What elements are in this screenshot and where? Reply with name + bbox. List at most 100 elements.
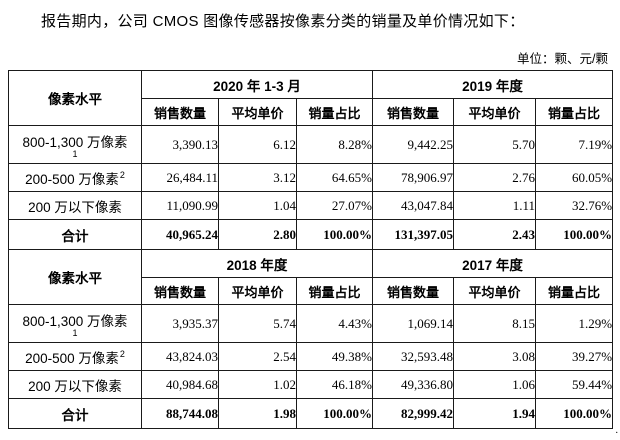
period-header-row: 像素水平 2020 年 1-3 月 2019 年度 [8, 70, 614, 126]
value-cell: 100.00% [295, 398, 374, 429]
row-label: 200 万以下像素 [28, 199, 122, 215]
value-cell: 3,935.37 [141, 304, 219, 343]
footnote-marker: 1 [72, 328, 78, 338]
period-header-row: 像素水平 2018 年度 2017 年度 [8, 249, 614, 305]
column-header-cell: 平均单价 [453, 98, 537, 126]
value-cell: 100.00% [295, 219, 374, 250]
period-header-cell: 2019 年度 [372, 70, 614, 99]
value-cell: 2.54 [218, 342, 297, 371]
value-cell: 3.12 [218, 163, 297, 192]
sensor-table-body: 像素水平 2020 年 1-3 月 2019 年度 销售数量 平均单价 销量占比 销售数量平… [8, 70, 614, 429]
unit-label: 单位：颗、元/颗 [517, 52, 608, 66]
row-label-cell: 200-500 万像素2 [8, 342, 142, 371]
value-cell: 1.11 [453, 191, 537, 220]
period-header-cell: 2017 年度 [372, 249, 614, 278]
value-cell: 2.76 [453, 163, 537, 192]
table-row: 800-1,300 万像素 1 3,935.37 5.74 4.43% 1,069.14 8… [8, 304, 614, 343]
value-cell: 8.28% [295, 125, 374, 164]
value-cell: 64.65% [295, 163, 374, 192]
column-header-cell: 销量占比 [295, 98, 374, 126]
row-label-cell: 800-1,300 万像素 1 [8, 125, 142, 164]
row-label-cell: 800-1,300 万像素 1 [8, 304, 142, 343]
column-header-cell: 销售数量 [141, 277, 219, 305]
row-label: 合计 [61, 228, 89, 244]
stray-mark: . [615, 425, 619, 436]
value-cell: 32.76% [535, 191, 614, 220]
value-cell: 1.98 [218, 398, 297, 429]
row-label: 200-500 万像素 [25, 171, 119, 187]
column-header-row: 销售数量 平均单价 销量占比 销售数量 平均单价 销量占比 [9, 98, 614, 126]
value-cell: 1.29% [535, 304, 614, 343]
table-row: 200 万以下像素 40,984.68 1.02 46.18% 49,336.80 1.0… [8, 370, 614, 399]
value-cell: 40,965.24 [141, 219, 219, 250]
value-cell: 1.06 [453, 370, 537, 399]
value-cell: 78,906.97 [372, 163, 455, 192]
row-label-cell: 合计 [8, 219, 142, 250]
table-row: 800-1,300 万像素 1 3,390.13 6.12 8.28% 9,442.25 5… [8, 125, 614, 164]
column-header-cell: 销量占比 [535, 277, 614, 305]
value-cell: 49,336.80 [372, 370, 455, 399]
value-cell: 11,090.99 [141, 191, 219, 220]
period-header-cell: 2018 年度 [140, 249, 374, 278]
table-row: 200-500 万像素2 26,484.11 3.12 64.65% 78,906.97… [8, 163, 614, 192]
value-cell: 27.07% [295, 191, 374, 220]
value-cell: 4.43% [295, 304, 374, 343]
row-label: 200-500 万像素 [25, 350, 119, 366]
row-label: 800-1,300 万像素 [22, 314, 128, 329]
column-header-cell: 平均单价 [218, 277, 297, 305]
value-cell: 1,069.14 [372, 304, 455, 343]
value-cell: 2.80 [218, 219, 297, 250]
value-cell: 1.02 [218, 370, 297, 399]
footnote-marker: 2 [119, 349, 125, 359]
value-cell: 82,999.42 [372, 398, 455, 429]
value-cell: 131,397.05 [372, 219, 455, 250]
corner-header-cell: 像素水平 [8, 70, 142, 126]
column-header-cell: 销售数量 [141, 98, 219, 126]
row-label-cell: 合计 [8, 398, 142, 429]
value-cell: 2.43 [453, 219, 537, 250]
value-cell: 49.38% [295, 342, 374, 371]
value-cell: 100.00% [535, 398, 614, 429]
table-row: 200-500 万像素2 43,824.03 2.54 49.38% 32,593.48… [8, 342, 614, 371]
value-cell: 5.70 [453, 125, 537, 164]
value-cell: 88,744.08 [141, 398, 219, 429]
column-header-cell: 销量占比 [295, 277, 374, 305]
footnote-marker: 1 [72, 149, 78, 159]
column-header-cell: 销售数量 [372, 277, 455, 305]
row-label: 合计 [61, 407, 89, 423]
page-title: 报告期内，公司 CMOS 图像传感器按像素分类的销量及单价情况如下： [41, 13, 525, 30]
row-label: 200 万以下像素 [28, 378, 122, 394]
sensor-sales-table: 像素水平 2020 年 1-3 月 2019 年度 销售数量 平均单价 销量占比 销售数量平… [8, 70, 614, 429]
value-cell: 1.04 [218, 191, 297, 220]
column-header-cell: 销量占比 [535, 98, 614, 126]
value-cell: 26,484.11 [141, 163, 219, 192]
column-header-cell: 销售数量 [372, 98, 455, 126]
value-cell: 60.05% [535, 163, 614, 192]
value-cell: 1.94 [453, 398, 537, 429]
value-cell: 8.15 [453, 304, 537, 343]
total-row: 合计 40,965.24 2.80 100.00% 131,397.05 2.43 100.… [8, 219, 614, 250]
value-cell: 46.18% [295, 370, 374, 399]
column-header-row: 销售数量 平均单价 销量占比 销售数量 平均单价 销量占比 [9, 277, 614, 305]
corner-header-cell: 像素水平 [8, 249, 142, 305]
total-row: 合计 88,744.08 1.98 100.00% 82,999.42 1.94 100.0… [8, 398, 614, 429]
row-label: 800-1,300 万像素 [22, 135, 128, 150]
column-header-cell: 平均单价 [453, 277, 537, 305]
row-label-cell: 200 万以下像素 [8, 370, 142, 399]
value-cell: 43,047.84 [372, 191, 455, 220]
value-cell: 3.08 [453, 342, 537, 371]
value-cell: 43,824.03 [141, 342, 219, 371]
row-label-cell: 200-500 万像素2 [8, 163, 142, 192]
footnote-marker: 2 [119, 170, 125, 180]
period-header-cell: 2020 年 1-3 月 [140, 70, 374, 99]
value-cell: 39.27% [535, 342, 614, 371]
value-cell: 40,984.68 [141, 370, 219, 399]
value-cell: 32,593.48 [372, 342, 455, 371]
value-cell: 6.12 [218, 125, 297, 164]
value-cell: 7.19% [535, 125, 614, 164]
value-cell: 100.00% [535, 219, 614, 250]
value-cell: 9,442.25 [372, 125, 455, 164]
row-label-cell: 200 万以下像素 [8, 191, 142, 220]
value-cell: 5.74 [218, 304, 297, 343]
